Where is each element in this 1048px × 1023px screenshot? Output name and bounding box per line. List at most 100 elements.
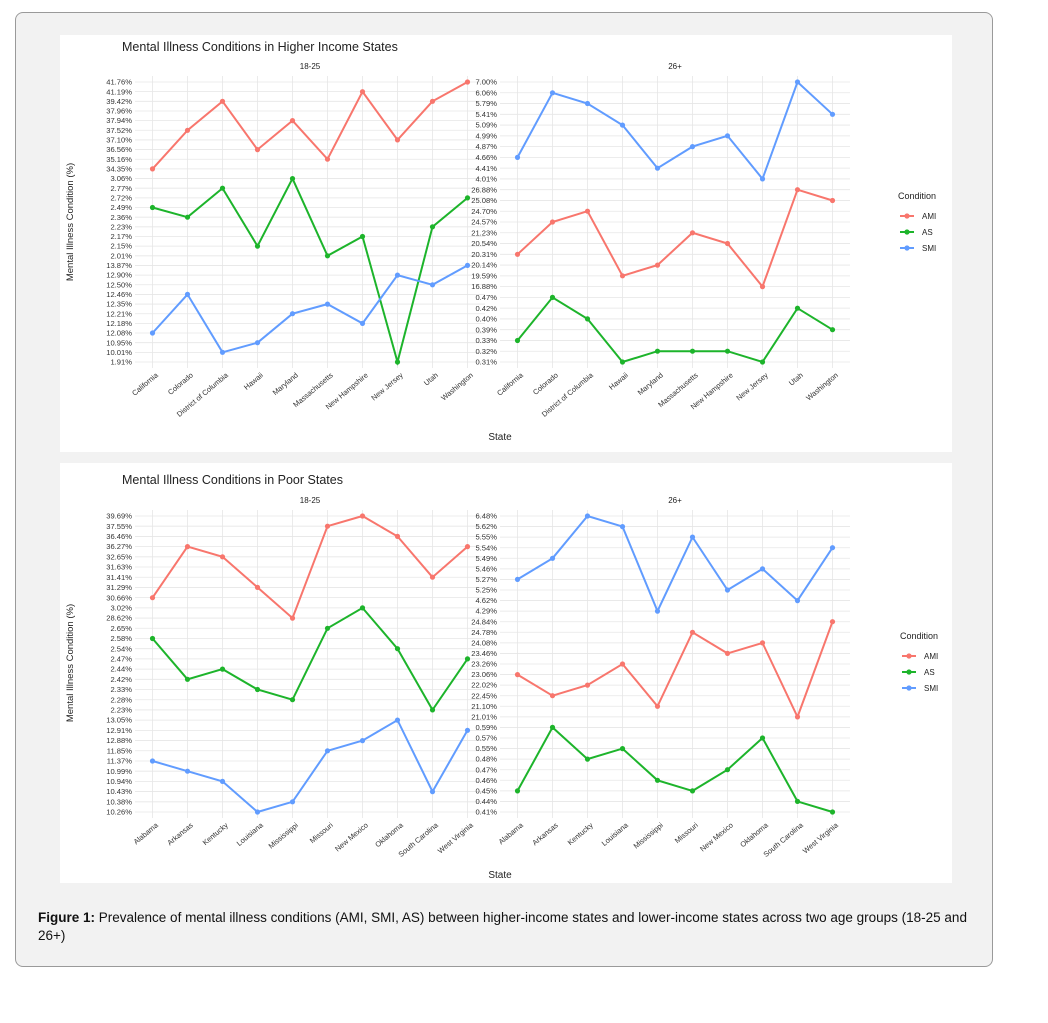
y-tick-label: 35.16% xyxy=(106,155,132,164)
data-point-as-new-mexico xyxy=(359,605,366,611)
data-point-smi-kentucky xyxy=(219,778,226,784)
x-tick-label: Alabama xyxy=(132,820,161,846)
facet-18-25: 18-25 39.69%37.55%36.46%36.27%32.65% 31.63… xyxy=(106,496,485,859)
data-point-as-new-mexico xyxy=(724,767,731,773)
x-tick-label: Missouri xyxy=(308,820,335,845)
y-tick-label: 36.56% xyxy=(106,145,132,154)
x-tick-label: Kentucky xyxy=(566,820,595,847)
data-point-ami-california xyxy=(514,251,521,257)
data-point-as-oklahoma xyxy=(759,735,766,741)
data-point-ami-hawaii xyxy=(254,147,261,153)
chart-higher-income-svg: Mental Illness Conditions in Higher Inco… xyxy=(65,40,936,443)
chart-title: Mental Illness Conditions in Higher Inco… xyxy=(122,40,398,54)
x-tick-label: Oklahoma xyxy=(738,820,770,849)
y-tick-label: 12.91% xyxy=(106,726,132,735)
data-point-smi-maryland xyxy=(289,311,296,317)
y-tick-label: 41.76% xyxy=(106,78,132,87)
data-point-smi-oklahoma xyxy=(394,717,401,723)
data-point-ami-south-carolina xyxy=(794,714,801,720)
y-tick-label: 2.77% xyxy=(110,184,132,193)
data-point-as-south-carolina xyxy=(429,707,436,713)
x-axis-label: State xyxy=(488,870,512,881)
y-tick-label: 39.69% xyxy=(106,512,132,521)
y-tick-label: 3.06% xyxy=(110,174,132,183)
y-tick-label: 2.44% xyxy=(110,665,132,674)
y-tick-label: 5.25% xyxy=(475,586,497,595)
data-point-as-south-carolina xyxy=(794,798,801,804)
y-tick-label: 5.54% xyxy=(475,543,497,552)
legend: Condition AMI AS SMI xyxy=(900,631,938,693)
legend-label-ami: AMI xyxy=(922,212,936,221)
data-point-ami-hawaii xyxy=(619,273,626,279)
data-point-as-massachusetts xyxy=(324,253,331,259)
y-tick-label: 1.91% xyxy=(110,358,132,367)
y-tick-label: 0.42% xyxy=(475,304,497,313)
data-point-as-mississippi xyxy=(654,777,661,783)
data-point-smi-new-hampshire xyxy=(359,320,366,326)
x-tick-label: California xyxy=(130,370,160,398)
legend-title: Condition xyxy=(898,191,936,201)
data-point-ami-arkansas xyxy=(549,693,556,699)
x-tick-label: Washington xyxy=(439,371,474,403)
data-point-as-new-hampshire xyxy=(359,233,366,240)
y-tick-label: 4.66% xyxy=(475,153,497,162)
x-axis-label: State xyxy=(488,432,512,443)
y-tick-label: 5.46% xyxy=(475,564,497,573)
y-tick-label: 4.62% xyxy=(475,596,497,605)
y-tick-label: 0.40% xyxy=(475,315,497,324)
series-line-smi xyxy=(151,264,468,354)
data-point-smi-massachusetts xyxy=(324,301,331,307)
x-tick-label: Mississippi xyxy=(267,820,300,850)
y-tick-label: 37.52% xyxy=(106,126,132,135)
data-point-smi-massachusetts xyxy=(689,144,696,150)
data-point-smi-hawaii xyxy=(619,122,626,128)
data-point-ami-new-jersey xyxy=(394,137,401,143)
y-tick-label: 24.57% xyxy=(471,218,497,227)
y-tick-label: 10.26% xyxy=(106,808,132,817)
y-tick-label: 12.18% xyxy=(106,319,132,328)
legend-marker-as xyxy=(906,669,912,675)
data-point-as-alabama xyxy=(149,635,156,642)
data-point-as-utah xyxy=(429,224,436,230)
data-point-ami-oklahoma xyxy=(759,640,766,646)
x-tick-label: Washington xyxy=(804,371,839,403)
data-point-smi-new-hampshire xyxy=(724,133,731,139)
data-point-ami-california xyxy=(149,166,156,172)
data-point-as-washington xyxy=(829,327,836,333)
y-tick-label: 10.38% xyxy=(106,797,132,806)
data-point-ami-washington xyxy=(464,79,471,85)
y-tick-label: 12.46% xyxy=(106,290,132,299)
data-point-smi-missouri xyxy=(324,748,331,754)
y-tick-label: 37.96% xyxy=(106,107,132,116)
data-point-smi-district-of-columbia xyxy=(219,349,226,355)
data-point-smi-colorado xyxy=(184,291,191,297)
y-tick-label: 0.47% xyxy=(475,293,497,302)
legend-label-as: AS xyxy=(922,228,933,237)
data-point-as-new-jersey xyxy=(759,359,766,365)
x-tick-label: New Mexico xyxy=(698,821,735,854)
y-tick-label: 25.08% xyxy=(471,196,497,205)
y-tick-label: 10.43% xyxy=(106,787,132,796)
y-tick-label: 10.94% xyxy=(106,777,132,786)
data-point-ami-new-hampshire xyxy=(359,89,366,95)
data-point-smi-utah xyxy=(794,79,801,85)
data-point-smi-arkansas xyxy=(184,768,191,774)
y-tick-label: 2.23% xyxy=(110,222,132,231)
y-tick-label: 24.70% xyxy=(471,207,497,216)
data-point-as-louisiana xyxy=(619,746,626,752)
y-tick-label: 26.88% xyxy=(471,185,497,194)
y-tick-label: 37.55% xyxy=(106,522,132,531)
data-point-smi-district-of-columbia xyxy=(584,100,591,107)
data-point-ami-new-hampshire xyxy=(724,240,731,247)
data-point-ami-maryland xyxy=(654,262,661,268)
legend-marker-ami xyxy=(904,213,910,219)
data-point-ami-missouri xyxy=(689,629,696,635)
series-line-smi xyxy=(516,80,834,181)
y-tick-label: 22.45% xyxy=(471,691,497,700)
data-point-as-california xyxy=(514,337,521,344)
y-tick-label: 0.32% xyxy=(475,347,497,356)
data-point-smi-west-virginia xyxy=(829,545,836,551)
series-line-as xyxy=(152,176,469,366)
x-tick-label: New Jersey xyxy=(369,370,405,402)
data-point-ami-alabama xyxy=(149,595,156,601)
